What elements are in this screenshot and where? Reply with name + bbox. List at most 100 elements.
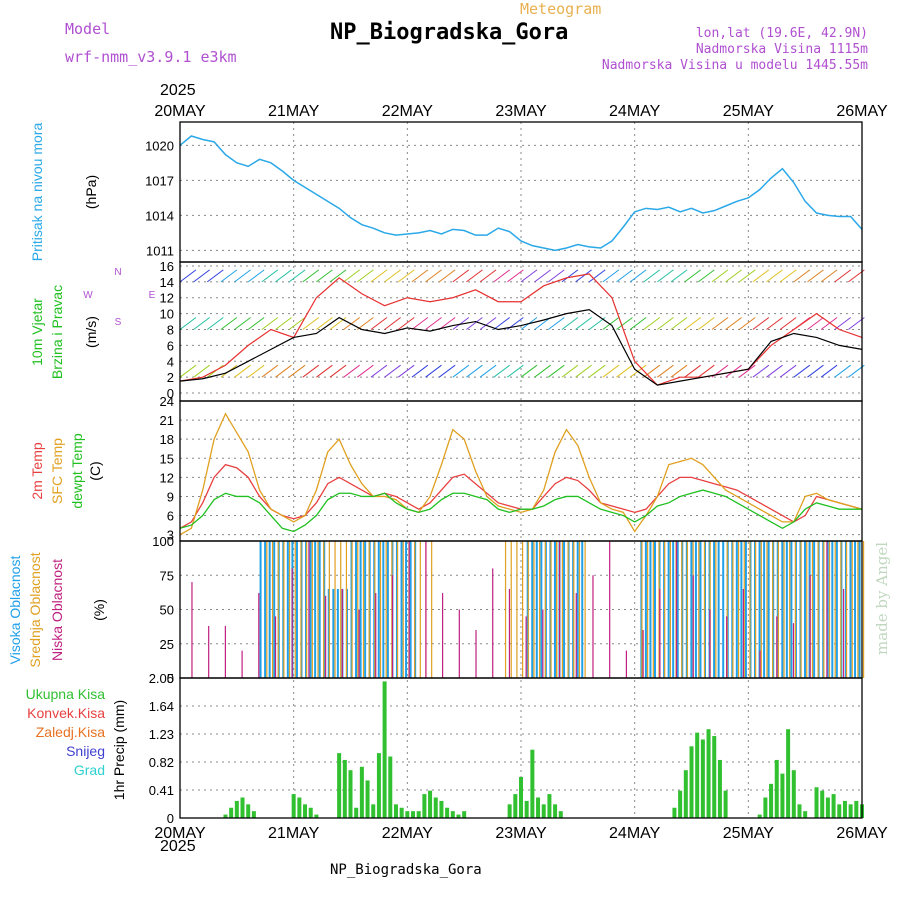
precip-legend-item: Zaledj.Kisa [36, 724, 105, 740]
high-cloud-bar [740, 541, 743, 678]
precip-bar [507, 804, 512, 818]
high-cloud-bar [813, 541, 816, 678]
low-cloud-bar [575, 593, 577, 678]
precip-tick-label: 1.23 [149, 727, 174, 742]
precip-bar [445, 807, 450, 818]
wind-barb [725, 317, 742, 330]
wind-barb [452, 364, 470, 378]
precip-bar [831, 794, 836, 818]
meteogram-subtitle: Meteogram [520, 0, 602, 18]
compass-n: N [114, 267, 121, 278]
mid-cloud-bar [539, 541, 541, 678]
mid-cloud-bar [288, 541, 291, 678]
sfc-axis-title: SFC Temp [49, 438, 65, 504]
mid-cloud-bar [345, 541, 348, 678]
wind-barb [234, 364, 251, 378]
mid-cloud-bar [300, 541, 302, 678]
wind-barb [302, 269, 320, 283]
mid-cloud-bar [362, 541, 365, 678]
high-cloud-bar [364, 541, 367, 678]
precip-bar [450, 811, 455, 818]
mid-cloud-bar [749, 541, 751, 678]
temp-tick-label: 21 [160, 413, 174, 428]
mid-cloud-bar [567, 541, 569, 678]
precip-legend-item: Snijeg [66, 743, 105, 759]
precip-bar [354, 807, 359, 818]
mid-cloud-bar [789, 541, 791, 678]
mid-cloud-bar [743, 541, 745, 678]
high-cloud-bar [386, 541, 389, 678]
precip-bar [763, 797, 768, 818]
model-label: Model [65, 20, 111, 38]
precip-bar [405, 811, 410, 818]
precip-bar [240, 797, 245, 818]
wind-barb [643, 269, 661, 283]
wind-barb [752, 364, 770, 378]
wind-barb [820, 269, 838, 283]
high-cloud-bar [831, 541, 834, 678]
wind-barb [288, 317, 306, 330]
wind-barb [411, 317, 429, 330]
wind-barb [629, 269, 647, 283]
high-cloud-bar [653, 541, 656, 678]
precip-bar [536, 797, 541, 818]
high-cloud-bar [540, 541, 543, 678]
low-cloud-bar [475, 630, 477, 678]
day-tick-top: 22MAY [382, 103, 434, 120]
wind-barb [670, 364, 688, 378]
wind-barb [479, 269, 497, 283]
cloud-unit-label: (%) [91, 599, 107, 621]
day-tick-top: 23MAY [495, 103, 547, 120]
wind-barb [779, 364, 797, 378]
wind-barb [425, 269, 442, 283]
mid-cloud-bar [760, 541, 762, 678]
wind-barb [684, 317, 701, 330]
wind-barb [193, 269, 210, 283]
wind-barb [752, 269, 770, 283]
compass-w: W [83, 290, 93, 301]
wind-barb [261, 364, 279, 378]
precip-bar [342, 759, 347, 818]
mid-cloud-bar [737, 541, 740, 678]
high-cloud-bar [722, 541, 725, 678]
wind-barb [520, 269, 538, 283]
low-cloud-bar [709, 609, 711, 678]
low-cloud-bar [191, 582, 193, 678]
wind-barb [820, 364, 838, 378]
precip-tick-label: 0.82 [149, 755, 174, 770]
low-cloud-bar [358, 609, 360, 678]
wind-barb [466, 269, 483, 283]
wind-barb [425, 317, 442, 330]
high-cloud-bar [667, 541, 670, 678]
wind-barb [547, 317, 565, 330]
precip-tick-label: 0 [167, 811, 174, 826]
mid-cloud-bar [641, 541, 643, 678]
wind-barb [602, 364, 620, 378]
wind-barb [302, 317, 320, 330]
precip-bar [825, 797, 830, 818]
high-cloud-bar [264, 541, 267, 678]
precip-bar [780, 773, 785, 818]
precip-bar [757, 814, 762, 818]
low-cloud-bar [776, 616, 778, 678]
pressure-tick-label: 1011 [146, 243, 174, 258]
low-cloud-bar [341, 588, 343, 678]
mid-cloud-bar [368, 541, 370, 678]
mid-cloud-bar [317, 541, 319, 678]
compass-s: S [115, 317, 122, 328]
wind-barb [206, 317, 224, 330]
day-tick-top: 20MAY [154, 103, 206, 120]
wind-barb [234, 269, 251, 283]
precip-bar [803, 811, 808, 818]
day-tick-bottom: 22MAY [382, 825, 434, 842]
low-cloud-bar [726, 616, 728, 678]
precip-bar [371, 804, 376, 818]
low-cloud-bar [592, 575, 594, 678]
low-cloud-bar [659, 588, 661, 678]
wind-barb [288, 269, 306, 283]
precip-bar [786, 729, 791, 818]
temp-unit-label: (C) [87, 461, 103, 480]
wind-barb [275, 317, 292, 330]
year-bottom: 2025 [160, 838, 196, 855]
high-cloud-bar [314, 541, 317, 678]
